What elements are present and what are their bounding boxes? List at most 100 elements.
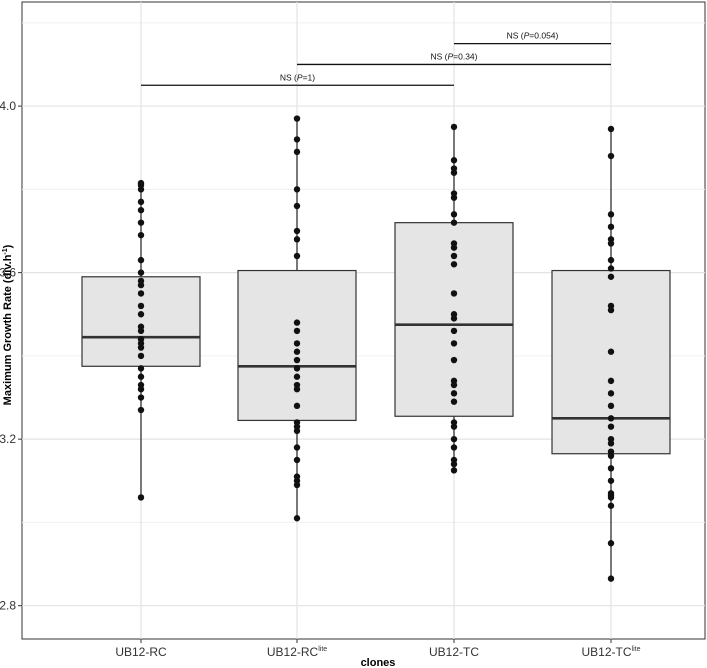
data-point [137,494,145,501]
y-tick-label: 2.8 [0,599,16,613]
x-tick-label: UB12-TClite [582,645,641,659]
box [551,269,671,455]
data-point [293,456,301,464]
data-points [137,115,615,582]
data-point [450,356,458,364]
x-tick-label: UB12-TC [429,645,479,659]
data-point [450,211,458,218]
data-point [293,373,301,380]
data-point [450,123,458,131]
data-point [137,269,145,276]
data-point [137,281,145,289]
data-point [450,252,458,260]
data-point [293,340,301,347]
data-point [450,460,458,468]
data-point [607,402,615,410]
data-point [607,502,615,509]
data-point [293,227,301,235]
data-point [450,194,458,201]
data-point [293,481,301,489]
data-point [137,186,145,193]
data-point [293,236,301,243]
data-point [137,385,145,393]
data-point [137,231,145,239]
data-point [137,302,145,310]
data-point [607,390,615,397]
data-point [293,319,301,326]
significance-label: NS (P=1) [280,72,315,82]
data-point [450,244,458,251]
data-point [607,256,615,264]
data-point [293,444,301,451]
data-point [137,406,145,414]
data-point [137,198,145,206]
data-point [293,115,301,122]
y-tick-label: 4.0 [0,99,16,113]
data-point [293,148,301,156]
data-point [293,186,301,193]
data-point [607,348,615,355]
data-point [607,306,615,314]
data-point [293,356,301,364]
data-point [607,125,615,133]
data-point [137,365,145,372]
data-point [450,423,458,430]
data-point [137,219,145,226]
data-point [450,444,458,451]
x-axis-title: clones [361,657,396,668]
data-point [607,377,615,385]
data-point [293,202,301,210]
data-point [450,340,458,347]
data-point [137,394,145,401]
data-point [293,427,301,435]
y-tick-label: 3.2 [0,432,16,446]
data-point [450,169,458,176]
significance-label: NS (P=0.34) [430,51,477,61]
data-point [607,211,615,218]
data-point [607,465,615,472]
data-point [137,352,145,360]
data-point [450,219,458,226]
data-point [137,344,145,351]
data-point [450,381,458,389]
data-point [607,265,615,272]
data-point [137,256,145,264]
data-point [450,467,458,474]
data-point [137,206,145,214]
data-point [293,252,301,260]
data-point [607,423,615,430]
data-point [607,440,615,447]
data-point [607,415,615,422]
data-point [450,290,458,297]
data-point [607,494,615,501]
data-point [293,136,301,143]
x-tick-label: UB12-RC [115,645,167,659]
data-point [450,398,458,405]
data-point [607,575,615,582]
data-point [607,477,615,484]
x-tick-label: UB12-RClite [267,645,327,659]
data-point [293,385,301,393]
data-point [450,315,458,322]
data-point [137,373,145,380]
data-point [293,327,301,335]
data-point [607,540,615,547]
data-point [607,452,615,460]
data-point [293,402,301,410]
data-point [137,311,145,318]
significance-label: NS (P=0.054) [507,31,559,41]
data-point [293,515,301,522]
y-axis-title: Maximum Growth Rate (div.h-1) [2,244,14,405]
data-point [450,435,458,443]
data-point [607,273,615,280]
data-point [137,290,145,297]
data-point [137,327,145,335]
data-point [607,223,615,231]
data-point [607,152,615,160]
data-point [293,365,301,372]
y-tick-label: 3.6 [0,266,16,280]
axes: 2.8 3.2 3.6 4.0 UB12-RC UB12-RClite UB12-TC UB1… [0,99,641,659]
data-point [450,157,458,164]
data-point [450,261,458,268]
